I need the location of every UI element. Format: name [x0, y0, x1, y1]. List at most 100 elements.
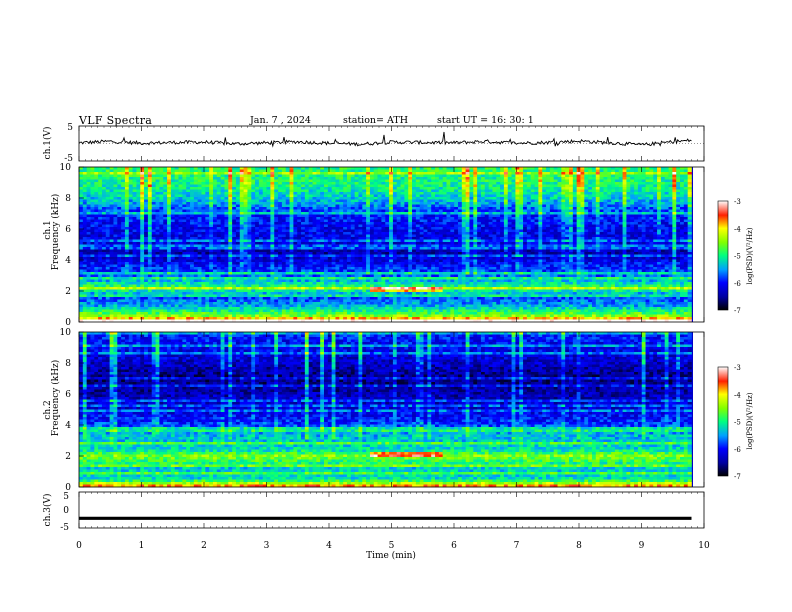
spectrogram-cell [262, 224, 267, 228]
spectrogram-cell [82, 209, 87, 213]
spectrogram-cell [270, 204, 275, 208]
spectrogram-cell [572, 204, 577, 208]
spectrogram-cell [565, 197, 570, 200]
spectrogram-cell [496, 212, 501, 215]
spectrogram-cell [339, 169, 344, 173]
spectrogram-cell [331, 234, 336, 238]
spectrogram-cell [630, 214, 635, 218]
spectrogram-cell [193, 179, 198, 183]
spectrogram-cell [235, 187, 241, 190]
spectrogram-cell [105, 202, 110, 205]
spectrogram-cell [603, 224, 608, 228]
spectrogram-cell [293, 199, 298, 203]
spectrogram-cell [553, 197, 558, 200]
spectrogram-cell [377, 177, 382, 180]
spectrogram-cell [79, 212, 84, 215]
spectrogram-cell [484, 239, 489, 243]
spectrogram-cell [140, 177, 145, 180]
spectrogram-cell [599, 189, 604, 193]
spectrogram-cell [86, 174, 91, 178]
spectrogram-cell [538, 222, 543, 225]
spectrogram-cell [132, 167, 137, 170]
spectrogram-cell [86, 204, 91, 208]
spectrogram-cell [480, 182, 486, 185]
spectrogram-cell [270, 242, 275, 245]
spectrogram-cell [121, 189, 126, 193]
spectrogram-cell [657, 204, 662, 208]
spectrogram-cell [553, 179, 558, 183]
spectrogram-cell [653, 199, 658, 203]
spectrogram-cell [680, 212, 685, 215]
ch1-waveform [79, 131, 692, 148]
spectrogram-cell [255, 182, 260, 185]
spectrogram-cell [159, 167, 164, 170]
spectrogram-cell [381, 207, 386, 210]
spectrogram-cell [396, 182, 401, 185]
spectrogram-cell [549, 172, 554, 175]
spectrogram-cell [243, 214, 248, 218]
spectrogram-cell [373, 222, 378, 225]
spectrogram-cell [274, 169, 279, 173]
spectrogram-cell [680, 189, 685, 193]
spectrogram-cell [622, 204, 627, 208]
spectrogram-cell [423, 214, 428, 218]
spectrogram-cell [186, 237, 191, 240]
spectrogram-cell [369, 189, 375, 193]
spectrogram-cell [224, 179, 229, 183]
spectrogram-cell [212, 224, 218, 228]
spectrogram-cell [503, 187, 509, 190]
spectrogram-cell [664, 194, 669, 198]
spectrogram-cell [515, 167, 520, 170]
spectrogram-cell [79, 187, 84, 190]
spectrogram-cell [247, 192, 252, 195]
spectrogram-cell [599, 212, 604, 215]
spectrogram-cell [595, 172, 600, 175]
spectrogram-cell [251, 197, 256, 200]
spectrogram-cell [484, 237, 489, 240]
spectrogram-cell [101, 209, 107, 213]
spectrogram-cell [266, 182, 271, 185]
spectrogram-cell [580, 232, 585, 235]
spectrogram-cell [530, 242, 535, 245]
spectrogram-cell [584, 229, 589, 233]
spectrogram-cell [381, 209, 386, 213]
spectrogram-cell [591, 177, 597, 180]
spectrogram-cell [339, 209, 344, 213]
spectrogram-cell [591, 187, 597, 190]
spectrogram-cell [220, 227, 225, 230]
spectrogram-cell [676, 167, 681, 170]
spectrogram-cell [232, 169, 237, 173]
spectrogram-cell [542, 224, 547, 228]
spectrogram-cell [687, 189, 692, 193]
spectrogram-cell [515, 214, 520, 218]
spectrogram-cell [438, 177, 443, 180]
spectrogram-cell [572, 172, 577, 175]
spectrogram-cell [270, 174, 275, 178]
spectrogram-cell [657, 209, 662, 213]
spectrogram-cell [595, 237, 600, 240]
spectrogram-cell [278, 179, 283, 183]
spectrogram-cell [634, 219, 639, 223]
spectrogram-cell [243, 242, 248, 245]
spectrogram-cell [599, 232, 604, 235]
spectrogram-cell [431, 242, 436, 245]
spectrogram-cell [396, 202, 401, 205]
spectrogram-cell [235, 229, 241, 233]
spectrogram-cell [622, 199, 627, 203]
spectrogram-cell [446, 202, 451, 205]
spectrogram-cell [82, 232, 87, 235]
spectrogram-cell [672, 219, 677, 223]
spectrogram-cell [121, 199, 126, 203]
spectrogram-cell [412, 229, 417, 233]
spectrogram-cell [117, 209, 122, 213]
spectrogram-cell [159, 172, 164, 175]
spectrogram-cell [404, 194, 409, 198]
spectrogram-cell [113, 172, 118, 175]
spectrogram-cell [607, 222, 612, 225]
spectrogram-cell [584, 227, 589, 230]
spectrogram-cell [174, 237, 179, 240]
spectrogram-cell [442, 172, 447, 175]
spectrogram-cell [324, 219, 329, 223]
spectrogram-cell [591, 199, 597, 203]
spectrogram-cell [611, 227, 616, 230]
